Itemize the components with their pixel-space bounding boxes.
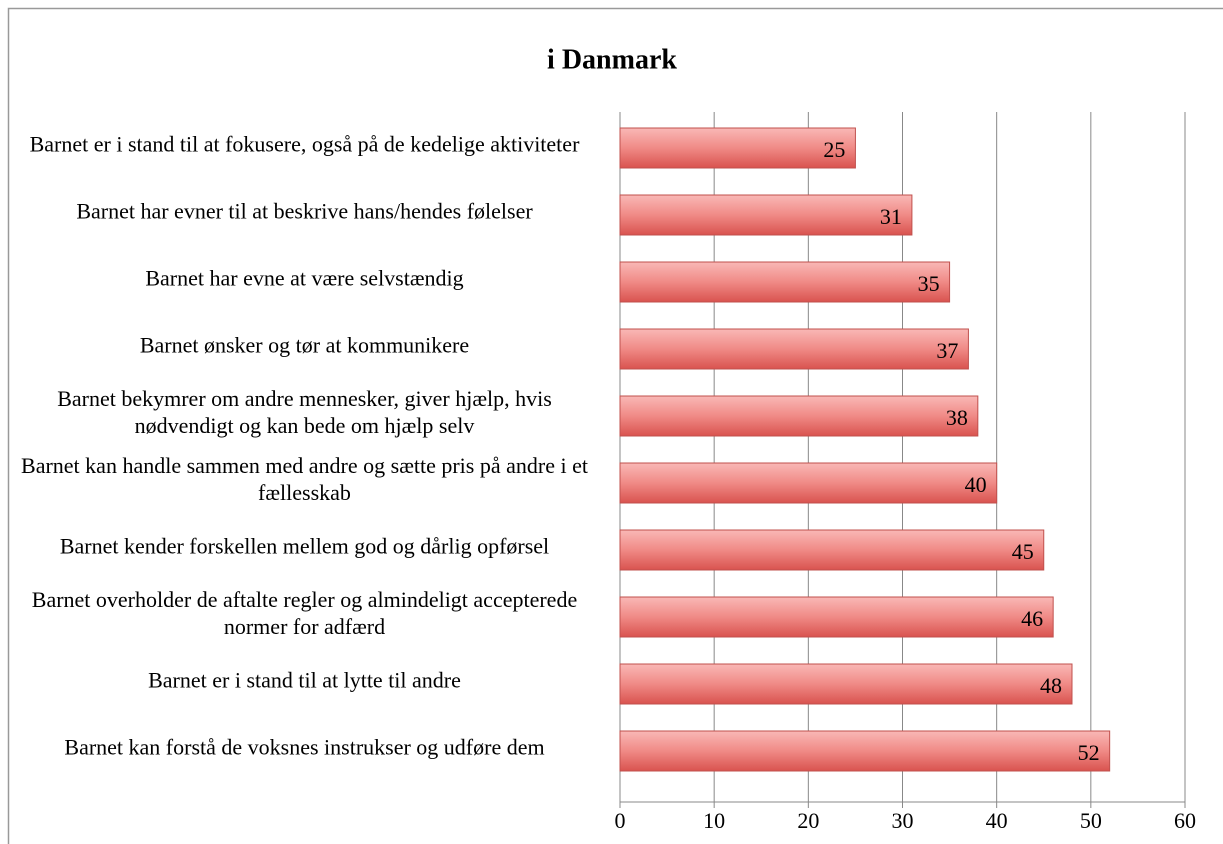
data-label: 31 — [880, 204, 902, 229]
x-tick-label: 30 — [892, 808, 914, 833]
chart-title: i Danmark — [547, 44, 677, 75]
y-tick-label: Barnet overholder de aftalte regler og a… — [31, 587, 578, 639]
bar — [619, 462, 998, 504]
data-label: 48 — [1040, 673, 1062, 698]
data-label: 35 — [918, 271, 940, 296]
data-label: 46 — [1021, 606, 1043, 631]
x-tick-label: 40 — [986, 808, 1008, 833]
data-label: 45 — [1012, 539, 1034, 564]
bar — [619, 328, 969, 370]
y-tick-label: Barnet har evne at være selvstændig — [145, 265, 464, 291]
data-label: 40 — [965, 472, 987, 497]
x-tick-label: 20 — [797, 808, 819, 833]
y-tick-label: Barnet kan forstå de voksnes instrukser … — [64, 734, 545, 760]
bar — [619, 529, 1045, 571]
bar — [619, 596, 1054, 638]
chart-border — [7, 7, 1223, 844]
data-label: 52 — [1078, 740, 1100, 765]
bar — [619, 127, 856, 169]
bar — [619, 730, 1111, 772]
y-tick-label: Barnet er i stand til at fokusere, også … — [29, 131, 580, 157]
y-tick-label: Barnet bekymrer om andre mennesker, give… — [57, 386, 552, 438]
x-tick-label: 10 — [703, 808, 725, 833]
y-tick-label: Barnet kan handle sammen med andre og sæ… — [21, 453, 588, 505]
data-label: 37 — [936, 338, 958, 363]
y-tick-label: Barnet er i stand til at lytte til andre — [148, 667, 461, 693]
x-tick-label: 60 — [1174, 808, 1196, 833]
y-tick-label: Barnet ønsker og tør at kommunikere — [139, 332, 470, 358]
y-tick-label: Barnet kender forskellen mellem god og d… — [59, 533, 550, 559]
data-label: 38 — [946, 405, 968, 430]
bar — [619, 663, 1073, 705]
bar — [619, 194, 913, 236]
data-label: 25 — [823, 137, 845, 162]
x-tick-label: 0 — [615, 808, 626, 833]
x-tick-label: 50 — [1080, 808, 1102, 833]
bar — [619, 261, 951, 303]
y-tick-label: Barnet har evner til at beskrive hans/he… — [76, 198, 533, 224]
bar — [619, 395, 979, 437]
